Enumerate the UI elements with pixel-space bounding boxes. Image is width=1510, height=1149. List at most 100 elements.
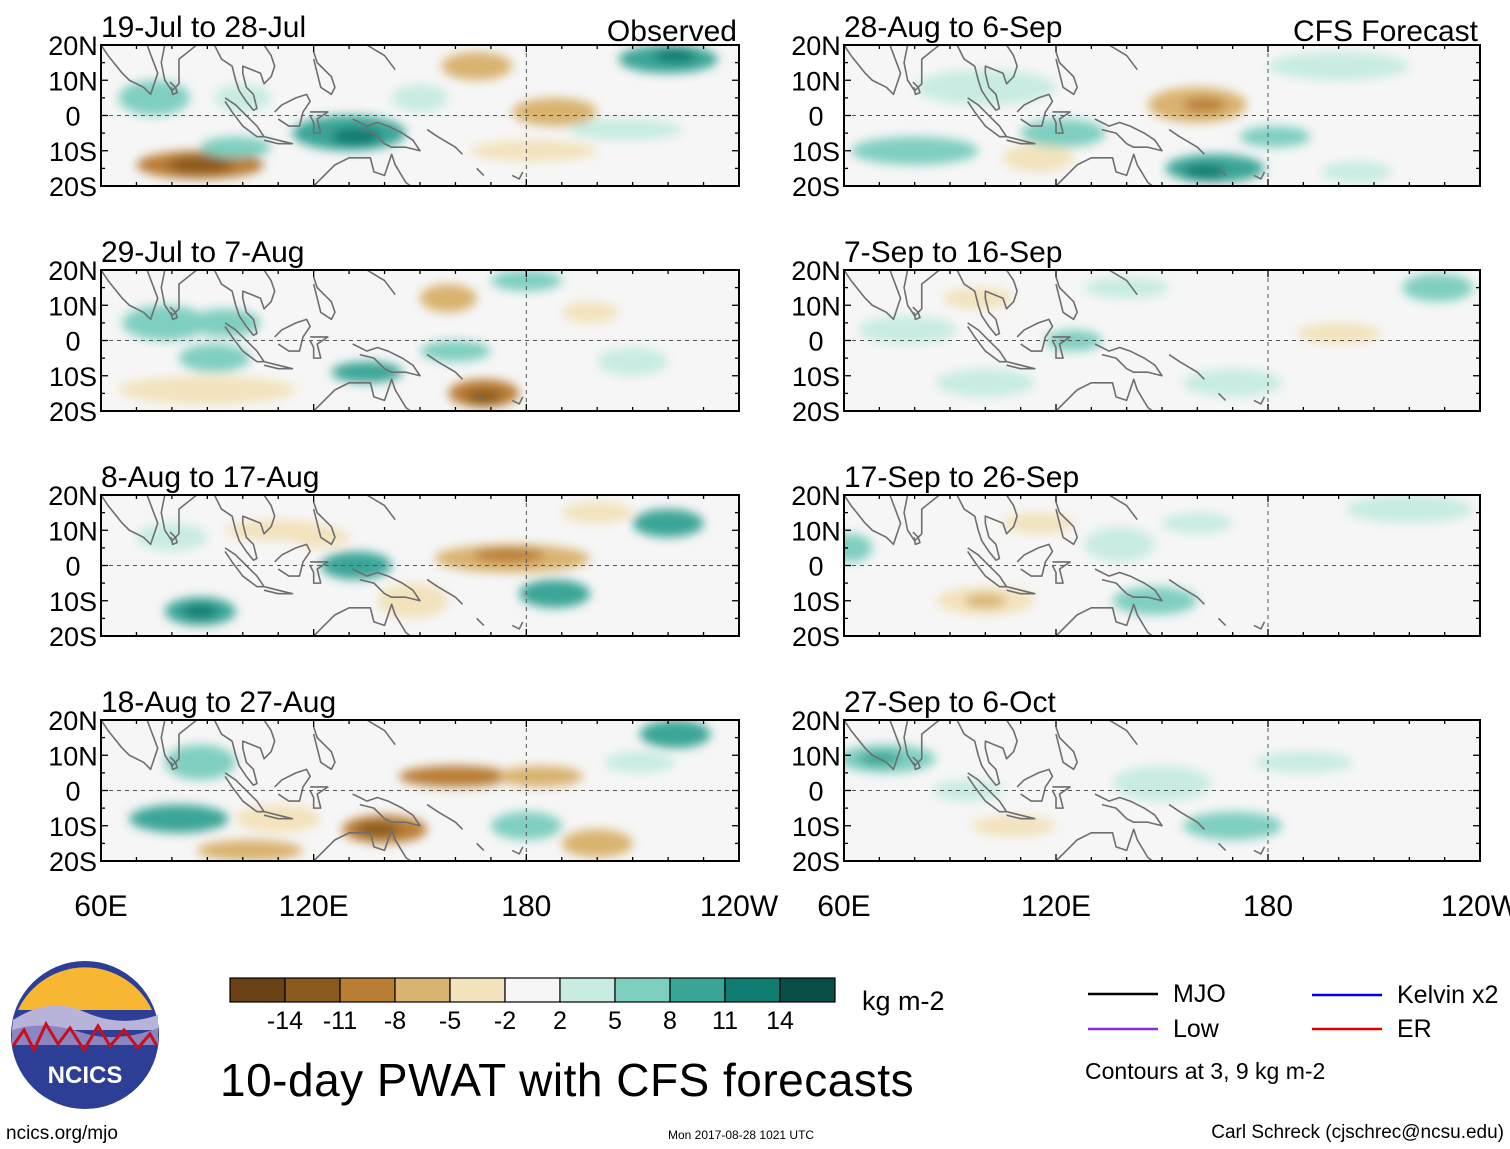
coastline (1253, 396, 1266, 405)
coastline (263, 810, 294, 820)
coastline (1217, 167, 1227, 176)
anomaly-blob (1084, 277, 1170, 299)
anomaly-field (101, 270, 669, 411)
coastline (274, 93, 311, 127)
anomaly-field (844, 45, 1410, 186)
coastline (312, 501, 336, 546)
colorbar-tick-label: -5 (439, 1007, 461, 1035)
anomaly-blob (971, 815, 1056, 837)
coastline (844, 720, 902, 771)
panel-period: 28-Aug to 6-Sep (844, 11, 1062, 44)
coastline (1108, 495, 1138, 521)
coastline (101, 720, 159, 771)
panel-period: 7-Sep to 16-Sep (844, 236, 1062, 269)
y-tick-label: 0 (808, 777, 823, 807)
anomaly-blob (851, 136, 979, 165)
coastline (1051, 561, 1071, 584)
coastline (352, 568, 421, 602)
anomaly-blob (639, 720, 711, 749)
footer-website[interactable]: ncics.org/mjo (6, 1123, 118, 1144)
y-tick-label: 20N (48, 31, 98, 61)
anomaly-blob (653, 48, 697, 63)
x-tick-label: 60E (817, 890, 870, 923)
anomaly-blob (398, 765, 513, 787)
anomaly-blob (182, 604, 218, 619)
anomaly-blob (964, 593, 1007, 608)
coastline (912, 531, 921, 546)
coastline (1094, 343, 1163, 377)
panel-period: 27-Sep to 6-Oct (844, 686, 1056, 719)
footer-timestamp: Mon 2017-08-28 1021 UTC (668, 1128, 815, 1142)
coastline (1168, 803, 1205, 830)
colorbar-swatch (669, 977, 726, 1003)
coastline (101, 270, 159, 321)
coastline (312, 153, 412, 186)
coastline (912, 756, 921, 771)
coastline (101, 495, 159, 546)
y-tick-label: 10S (49, 587, 97, 617)
anomaly-blob (331, 361, 403, 383)
anomaly-field (844, 270, 1473, 411)
coastline (352, 343, 421, 377)
map-panel: 20N 10N 0 10S 20S 8-Aug to 17-Aug (48, 461, 740, 652)
y-tick-label: 0 (65, 552, 80, 582)
coastline (1016, 543, 1054, 577)
coastline (476, 167, 485, 176)
coastline (213, 720, 276, 787)
colorbar-swatch (504, 977, 561, 1003)
coastline (511, 621, 524, 630)
coastlines (101, 270, 524, 411)
coastline (312, 51, 336, 96)
anomaly-blob (331, 127, 382, 146)
legend-label: MJO (1173, 980, 1226, 1008)
anomaly-blob (168, 156, 233, 174)
anomaly-blob (196, 839, 304, 861)
anomaly-field (101, 720, 711, 861)
colorbar-tick-label: -11 (323, 1007, 357, 1035)
coastline (1051, 336, 1071, 359)
anomaly-blob (1296, 322, 1382, 345)
coastline (1108, 720, 1138, 746)
coastline (476, 842, 485, 851)
y-tick-label: 10S (792, 362, 840, 392)
y-tick-label: 20N (48, 256, 98, 286)
y-tick-label: 20N (791, 256, 841, 286)
coastline (1253, 171, 1266, 180)
anomaly-blob (1183, 811, 1283, 840)
anomaly-field (101, 495, 704, 636)
coastline (1108, 45, 1138, 71)
coastline (511, 171, 524, 180)
coastline (263, 360, 294, 370)
x-tick-label: 120W (700, 890, 779, 923)
coastline (309, 786, 329, 809)
footer-credit: Carl Schreck (cjschrec@ncsu.edu) (1211, 1122, 1504, 1143)
coastline (426, 128, 464, 155)
y-tick-label: 10N (791, 741, 841, 771)
coastline (1094, 118, 1163, 152)
x-tick-label: 180 (501, 890, 551, 923)
anomaly-blob (1239, 126, 1311, 148)
coastline (1168, 128, 1205, 155)
coastline (366, 720, 396, 746)
coastline (366, 270, 396, 296)
anomaly-blob (164, 744, 236, 780)
anomaly-blob (858, 315, 958, 345)
coastline (1217, 842, 1227, 851)
colorbar-tick-label: 8 (663, 1007, 677, 1035)
legend-label: Kelvin x2 (1397, 981, 1498, 1009)
anomaly-blob (122, 305, 208, 341)
coastline (274, 543, 311, 577)
y-tick-label: 0 (808, 552, 823, 582)
coastline (169, 531, 179, 546)
y-tick-label: 20S (49, 397, 97, 427)
coastline (1054, 378, 1154, 411)
anomaly-blob (561, 301, 619, 323)
colorbar-swatch (724, 977, 781, 1003)
coastline (312, 828, 412, 861)
coastline (426, 803, 464, 830)
anomaly-blob (129, 804, 229, 833)
anomaly-blob (935, 368, 1035, 397)
anomaly-blob (844, 533, 873, 562)
colorbar-tick-label: -2 (494, 1007, 516, 1035)
coastline (1094, 568, 1163, 602)
